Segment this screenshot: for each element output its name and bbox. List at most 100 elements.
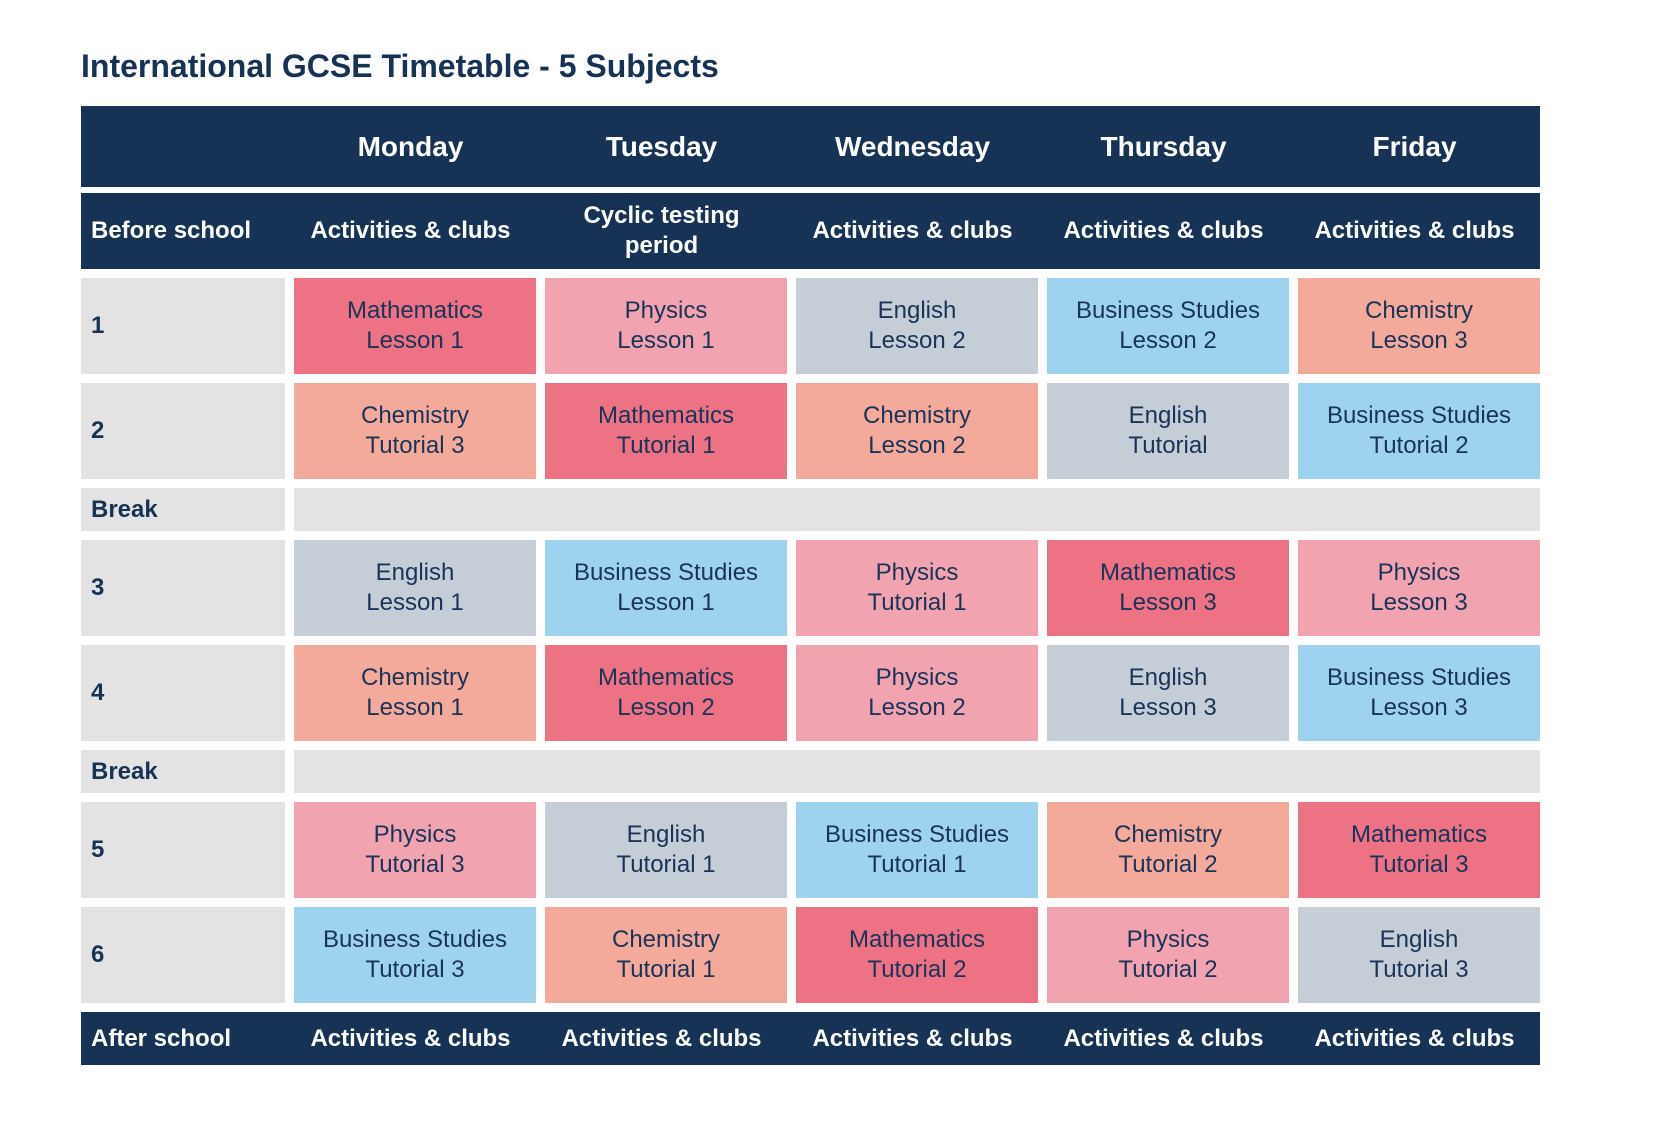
- lesson-cell-mathematics[interactable]: Mathematics Lesson 1: [294, 278, 536, 374]
- lesson-cell-chemistry[interactable]: Chemistry Tutorial 1: [545, 907, 787, 1003]
- lesson-cell-english[interactable]: English Tutorial 1: [545, 802, 787, 898]
- lesson-subject: Business Studies: [322, 926, 508, 953]
- lesson-cell-english[interactable]: English Tutorial: [1047, 383, 1289, 479]
- lesson-session: Lesson 2: [868, 327, 966, 354]
- lesson-subject: Business Studies: [1326, 402, 1512, 429]
- before-school-cell: Activities & clubs: [787, 193, 1038, 269]
- lesson-cell-mathematics[interactable]: Mathematics Tutorial 1: [545, 383, 787, 479]
- lesson-cell-chemistry[interactable]: Chemistry Tutorial 3: [294, 383, 536, 479]
- lesson-cell-mathematics[interactable]: Mathematics Lesson 2: [545, 645, 787, 741]
- lesson-cell-business-studies[interactable]: Business Studies Tutorial 2: [1298, 383, 1540, 479]
- lesson-session: Tutorial 3: [365, 432, 465, 459]
- lesson-cell-english[interactable]: English Lesson 3: [1047, 645, 1289, 741]
- lesson-cell-mathematics[interactable]: Mathematics Tutorial 2: [796, 907, 1038, 1003]
- row-label-period-3: 3: [81, 540, 285, 636]
- day-header-monday: Monday: [285, 106, 536, 187]
- lesson-session: Tutorial 3: [1369, 851, 1469, 878]
- lesson-subject: Mathematics: [1099, 559, 1237, 586]
- lesson-cell-chemistry[interactable]: Chemistry Tutorial 2: [1047, 802, 1289, 898]
- lesson-session: Tutorial 2: [1369, 432, 1469, 459]
- row-label-period-2: 2: [81, 383, 285, 479]
- lesson-session: Tutorial 1: [616, 956, 716, 983]
- lesson-cell-business-studies[interactable]: Business Studies Lesson 1: [545, 540, 787, 636]
- before-school-cell: Activities & clubs: [1289, 193, 1540, 269]
- row-label-break: Break: [81, 488, 285, 531]
- lesson-subject: Business Studies: [824, 821, 1010, 848]
- row-label-period-5: 5: [81, 802, 285, 898]
- lesson-subject: Physics: [624, 297, 708, 324]
- lesson-subject: English: [1379, 926, 1459, 953]
- lesson-session: Tutorial 3: [365, 851, 465, 878]
- header-divider: [81, 187, 1540, 193]
- lesson-cell-physics[interactable]: Physics Tutorial 3: [294, 802, 536, 898]
- after-school-gap: [81, 1003, 1540, 1012]
- lesson-session: Tutorial 3: [365, 956, 465, 983]
- lesson-cell-business-studies[interactable]: Business Studies Tutorial 3: [294, 907, 536, 1003]
- lesson-subject: Mathematics: [346, 297, 484, 324]
- day-header-thursday: Thursday: [1038, 106, 1289, 187]
- lesson-session: Lesson 2: [1119, 327, 1217, 354]
- lesson-subject: Mathematics: [1350, 821, 1488, 848]
- before-school-cell: Cyclic testing period: [536, 193, 787, 269]
- lesson-cell-physics[interactable]: Physics Lesson 2: [796, 645, 1038, 741]
- break-bar: [294, 488, 1540, 531]
- after-school-cell: Activities & clubs: [285, 1012, 536, 1065]
- lesson-cell-english[interactable]: English Lesson 1: [294, 540, 536, 636]
- lesson-cell-business-studies[interactable]: Business Studies Lesson 2: [1047, 278, 1289, 374]
- lesson-cell-mathematics[interactable]: Mathematics Lesson 3: [1047, 540, 1289, 636]
- day-header-wednesday: Wednesday: [787, 106, 1038, 187]
- lesson-subject: Business Studies: [1326, 664, 1512, 691]
- lesson-session: Lesson 1: [617, 589, 715, 616]
- lesson-subject: English: [1128, 664, 1208, 691]
- lesson-subject: English: [877, 297, 957, 324]
- header-corner: [81, 106, 285, 187]
- break-bar: [294, 750, 1540, 793]
- lesson-session: Lesson 1: [366, 327, 464, 354]
- before-school-cell: Activities & clubs: [1038, 193, 1289, 269]
- lesson-subject: Mathematics: [597, 402, 735, 429]
- lesson-cell-chemistry[interactable]: Chemistry Lesson 2: [796, 383, 1038, 479]
- lesson-subject: English: [375, 559, 455, 586]
- lesson-subject: Business Studies: [1075, 297, 1261, 324]
- lesson-session: Lesson 1: [617, 327, 715, 354]
- lesson-cell-english[interactable]: English Tutorial 3: [1298, 907, 1540, 1003]
- lesson-subject: Chemistry: [360, 402, 469, 429]
- lesson-cell-chemistry[interactable]: Chemistry Lesson 1: [294, 645, 536, 741]
- lesson-session: Tutorial 1: [867, 851, 967, 878]
- lesson-subject: Chemistry: [1113, 821, 1222, 848]
- row-label-before-school: Before school: [81, 193, 285, 269]
- lesson-session: Tutorial 1: [867, 589, 967, 616]
- lesson-cell-business-studies[interactable]: Business Studies Tutorial 1: [796, 802, 1038, 898]
- lesson-subject: Mathematics: [848, 926, 986, 953]
- row-label-after-school: After school: [81, 1012, 285, 1065]
- lesson-subject: Physics: [373, 821, 457, 848]
- lesson-session: Tutorial 1: [616, 432, 716, 459]
- lesson-subject: Physics: [1126, 926, 1210, 953]
- lesson-cell-physics[interactable]: Physics Lesson 1: [545, 278, 787, 374]
- before-school-cell: Activities & clubs: [285, 193, 536, 269]
- lesson-cell-physics[interactable]: Physics Tutorial 1: [796, 540, 1038, 636]
- lesson-session: Lesson 2: [868, 432, 966, 459]
- lesson-cell-english[interactable]: English Lesson 2: [796, 278, 1038, 374]
- lesson-subject: Physics: [875, 559, 959, 586]
- lesson-subject: Mathematics: [597, 664, 735, 691]
- lesson-cell-chemistry[interactable]: Chemistry Lesson 3: [1298, 278, 1540, 374]
- lesson-session: Lesson 2: [617, 694, 715, 721]
- row-label-break: Break: [81, 750, 285, 793]
- lesson-subject: English: [626, 821, 706, 848]
- after-school-cell: Activities & clubs: [1289, 1012, 1540, 1065]
- after-school-cell: Activities & clubs: [536, 1012, 787, 1065]
- lesson-cell-business-studies[interactable]: Business Studies Lesson 3: [1298, 645, 1540, 741]
- lesson-session: Tutorial 1: [616, 851, 716, 878]
- page-title: International GCSE Timetable - 5 Subject…: [81, 48, 719, 84]
- timetable-grid: Monday Tuesday Wednesday Thursday Friday Befo…: [81, 106, 1540, 1065]
- lesson-session: Tutorial 2: [1118, 956, 1218, 983]
- lesson-cell-physics[interactable]: Physics Tutorial 2: [1047, 907, 1289, 1003]
- lesson-cell-mathematics[interactable]: Mathematics Tutorial 3: [1298, 802, 1540, 898]
- lesson-cell-physics[interactable]: Physics Lesson 3: [1298, 540, 1540, 636]
- lesson-session: Lesson 3: [1119, 694, 1217, 721]
- lesson-session: Lesson 1: [366, 589, 464, 616]
- lesson-subject: Chemistry: [1364, 297, 1473, 324]
- row-label-period-6: 6: [81, 907, 285, 1003]
- row-label-period-1: 1: [81, 278, 285, 374]
